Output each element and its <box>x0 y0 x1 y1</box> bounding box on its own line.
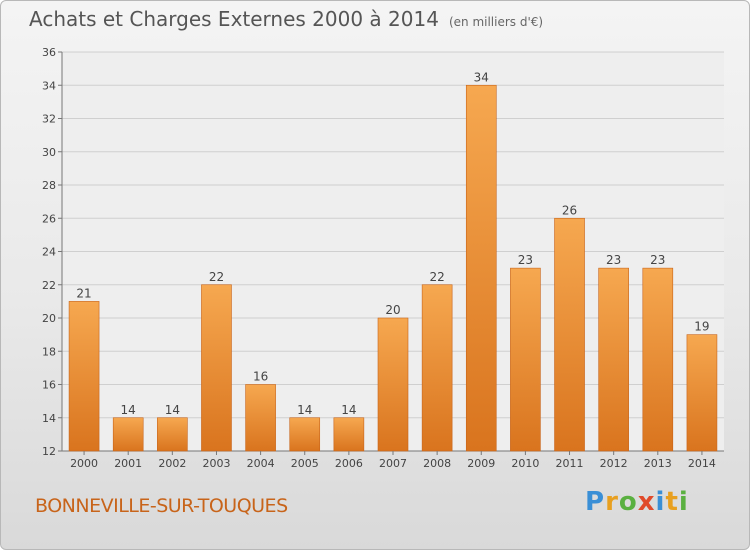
y-tick-label: 34 <box>42 79 56 92</box>
bar <box>157 417 188 452</box>
bar <box>421 284 453 452</box>
y-tick-label: 14 <box>42 412 56 425</box>
bar <box>510 267 541 452</box>
data-label: 14 <box>121 403 136 417</box>
x-tick-label: 2013 <box>644 457 672 470</box>
title-text: Achats et Charges Externes 2000 à 2014 <box>29 7 439 31</box>
x-tick-label: 2001 <box>114 457 142 470</box>
data-label: 23 <box>650 253 665 267</box>
y-tick-label: 32 <box>42 113 56 126</box>
y-tick-label: 22 <box>42 279 56 292</box>
x-tick-label: 2007 <box>379 457 407 470</box>
chart-title: Achats et Charges Externes 2000 à 2014 (e… <box>29 7 543 31</box>
x-tick-label: 2003 <box>202 457 230 470</box>
proxiti-logo: Proxiti <box>585 487 689 517</box>
x-tick-label: 2012 <box>600 457 628 470</box>
bar <box>289 417 321 452</box>
x-tick-label: 2011 <box>556 457 584 470</box>
x-tick-label: 2008 <box>423 457 451 470</box>
y-tick-label: 28 <box>42 179 56 192</box>
x-tick-label: 2000 <box>70 457 98 470</box>
data-label: 22 <box>429 270 444 284</box>
bar <box>554 217 585 452</box>
bar <box>333 417 365 452</box>
y-tick-label: 18 <box>42 345 56 358</box>
y-tick-label: 12 <box>42 445 56 458</box>
x-tick-label: 2009 <box>467 457 495 470</box>
data-label: 23 <box>518 253 533 267</box>
y-tick-label: 36 <box>42 46 56 59</box>
data-label: 34 <box>474 70 489 84</box>
data-label: 21 <box>76 286 91 300</box>
bar <box>201 284 232 452</box>
title-unit: (en milliers d'€) <box>448 15 544 29</box>
x-tick-label: 2004 <box>247 457 275 470</box>
bar <box>245 384 276 452</box>
bar <box>465 84 497 452</box>
data-label: 14 <box>341 403 356 417</box>
x-tick-label: 2006 <box>335 457 363 470</box>
y-tick-label: 30 <box>42 146 56 159</box>
commune-name: BONNEVILLE-SUR-TOUQUES <box>35 495 288 517</box>
bar <box>68 301 100 452</box>
data-label: 20 <box>385 303 400 317</box>
x-tick-label: 2014 <box>688 457 716 470</box>
x-tick-label: 2010 <box>511 457 539 470</box>
data-label: 22 <box>209 270 224 284</box>
bar <box>686 334 718 452</box>
y-tick-label: 26 <box>42 212 56 225</box>
y-tick-label: 16 <box>42 379 56 392</box>
x-tick-label: 2005 <box>291 457 319 470</box>
x-tick-label: 2002 <box>158 457 186 470</box>
data-label: 16 <box>253 370 268 384</box>
y-tick-label: 20 <box>42 312 56 325</box>
data-label: 14 <box>165 403 180 417</box>
bar <box>112 417 144 452</box>
bar <box>642 267 674 452</box>
bar <box>598 267 629 452</box>
data-label: 14 <box>297 403 312 417</box>
y-tick-label: 24 <box>42 246 56 259</box>
data-label: 23 <box>606 253 621 267</box>
bar <box>377 317 409 452</box>
data-label: 19 <box>694 320 709 334</box>
data-label: 26 <box>562 203 577 217</box>
